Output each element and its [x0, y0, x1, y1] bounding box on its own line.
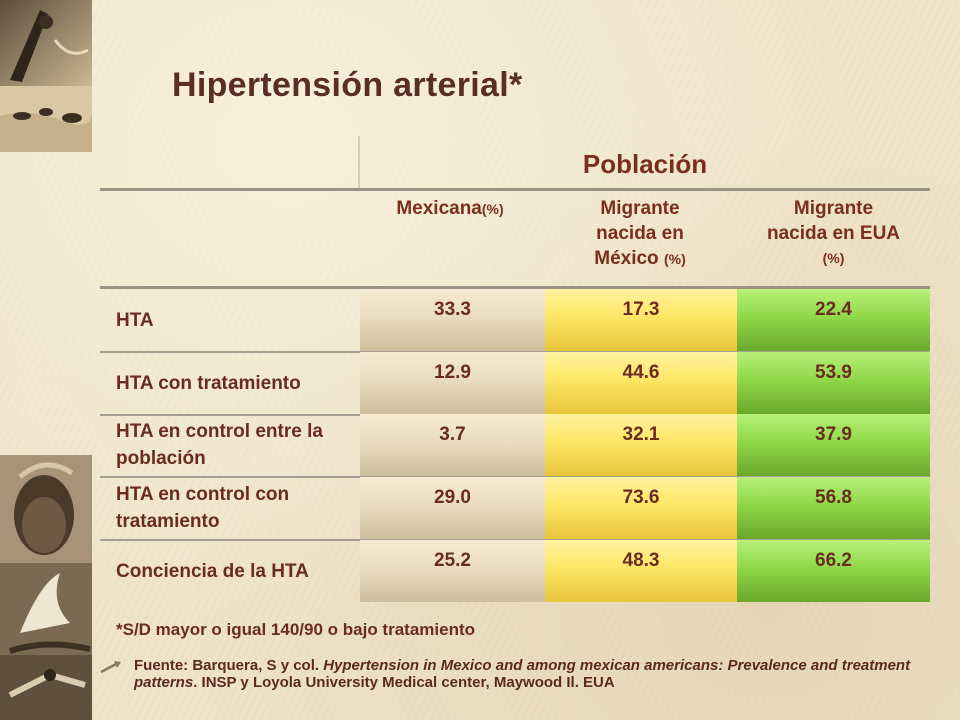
cell-migrante-eua: 56.8	[737, 477, 930, 539]
cell-migrante-mexico: 48.3	[545, 540, 737, 602]
column-header-line: nacida en	[596, 223, 684, 244]
cell-migrante-mexico: 17.3	[545, 289, 737, 351]
footnote: *S/D mayor o igual 140/90 o bajo tratami…	[116, 620, 475, 639]
header-rule	[100, 188, 930, 191]
column-header-line: Migrante	[600, 198, 680, 219]
column-header-migrante-eua: Migrante nacida en EUA (%)	[737, 196, 930, 271]
column-header-line: México	[594, 248, 659, 269]
table-row: HTA con tratamiento 12.9 44.6 53.9	[100, 352, 930, 416]
table-row: HTA en control con tratamiento 29.0 73.6…	[100, 477, 930, 541]
source-prefix: Fuente: Barquera, S y col.	[134, 657, 324, 674]
table-row: HTA en control entre la población 3.7 32…	[100, 414, 930, 478]
table-row: Conciencia de la HTA 25.2 48.3 66.2	[100, 540, 930, 602]
cell-migrante-mexico: 32.1	[545, 414, 737, 476]
row-label: HTA con tratamiento	[116, 372, 301, 394]
column-header-rule	[100, 286, 930, 289]
page-title: Hipertensión arterial*	[172, 66, 523, 104]
source-title: Hypertension in Mexico and among mexican…	[134, 657, 911, 691]
source-citation: Fuente: Barquera, S y col. Hypertension …	[134, 657, 924, 691]
cell-mexicana: 25.2	[360, 540, 545, 602]
decorative-photo-dancer	[0, 655, 92, 720]
row-label: HTA en control con tratamiento	[116, 484, 290, 532]
column-header-line: nacida en EUA	[766, 223, 901, 244]
cell-mexicana: 12.9	[360, 352, 545, 414]
cell-mexicana: 29.0	[360, 477, 545, 539]
column-header-unit: (%)	[481, 201, 504, 217]
decorative-photo-dunes	[0, 86, 92, 152]
cell-migrante-eua: 37.9	[737, 414, 930, 476]
column-header-mexicana: Mexicana(%)	[360, 196, 540, 222]
table-group-header: Población	[582, 149, 708, 179]
cell-migrante-eua: 22.4	[737, 289, 930, 351]
row-label: Conciencia de la HTA	[116, 560, 309, 582]
cell-migrante-eua: 66.2	[737, 540, 930, 602]
column-header-line: Migrante	[793, 198, 874, 219]
cell-mexicana: 33.3	[360, 289, 545, 351]
decorative-photo-child	[0, 455, 92, 563]
header-divider	[358, 136, 360, 190]
column-header-migrante-mexico: Migrante nacida en México (%)	[545, 196, 735, 272]
cell-migrante-mexico: 44.6	[545, 352, 737, 414]
row-label: HTA	[116, 309, 154, 331]
column-header-unit: (%)	[663, 251, 686, 267]
cell-migrante-eua: 53.9	[737, 352, 930, 414]
row-label: HTA en control entre la población	[116, 421, 323, 469]
cell-migrante-mexico: 73.6	[545, 477, 737, 539]
source-suffix: . INSP y Loyola University Medical cente…	[193, 674, 615, 691]
decorative-photo-swan	[0, 563, 92, 655]
decorative-photo-canoe	[0, 0, 92, 86]
column-header-unit: (%)	[822, 250, 845, 266]
table-row: HTA 33.3 17.3 22.4	[100, 289, 930, 353]
column-header-label: Mexicana	[396, 198, 482, 219]
cell-mexicana: 3.7	[360, 414, 545, 476]
bullet-arrow-icon	[100, 661, 121, 674]
